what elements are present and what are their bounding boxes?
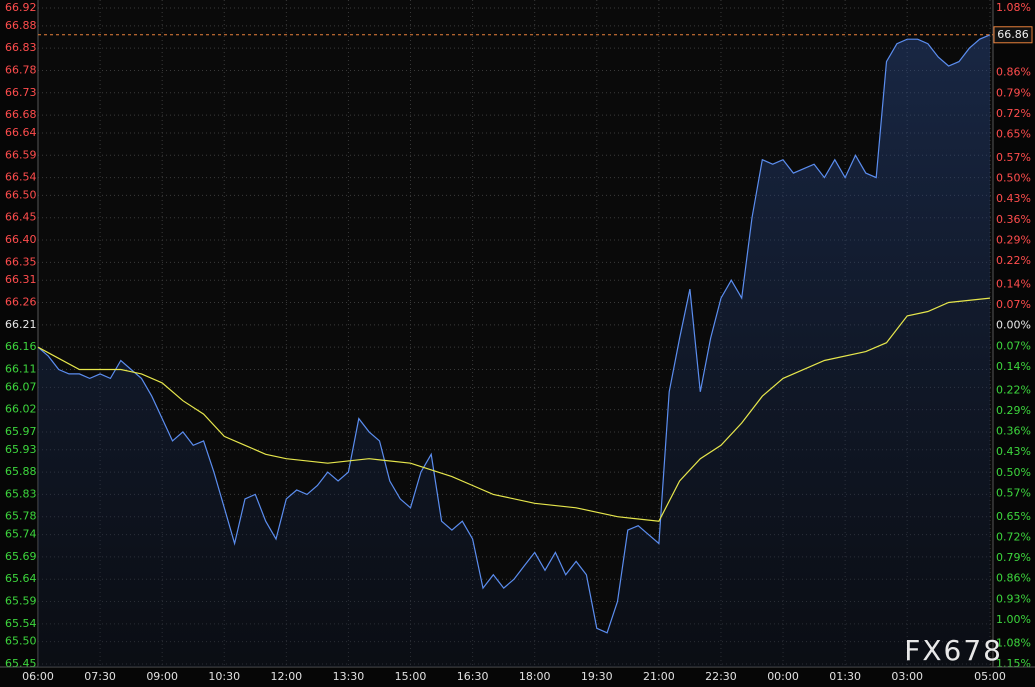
y-tick-label: 66.78 — [5, 63, 37, 76]
x-tick-label: 21:00 — [643, 670, 675, 683]
y-tick-label: 66.92 — [5, 1, 37, 14]
y2-tick-label: 0.43% — [996, 445, 1031, 458]
y-tick-label: 66.26 — [5, 296, 37, 309]
y2-tick-label: 0.79% — [996, 551, 1031, 564]
y2-tick-label: 0.43% — [996, 192, 1031, 205]
y2-tick-label: 1.08% — [996, 1, 1031, 14]
y-tick-label: 66.11 — [5, 362, 37, 375]
y-tick-label: 66.73 — [5, 86, 37, 99]
y2-tick-label: 0.50% — [996, 466, 1031, 479]
y2-tick-label: 0.14% — [996, 278, 1031, 291]
price-line — [37, 297, 991, 522]
y-tick-label: 66.16 — [5, 340, 37, 353]
x-tick-label: 07:30 — [84, 670, 116, 683]
y2-tick-label: 0.72% — [996, 107, 1031, 120]
y2-tick-label: 0.65% — [996, 127, 1031, 140]
y-tick-label: 65.74 — [5, 528, 37, 541]
y-tick-label: 66.50 — [5, 188, 37, 201]
y-tick-label: 66.31 — [5, 273, 37, 286]
y2-tick-label: 0.29% — [996, 404, 1031, 417]
y2-tick-label: 0.93% — [996, 592, 1031, 605]
y2-tick-label: 0.57% — [996, 486, 1031, 499]
last-price-label: 66.86 — [997, 28, 1029, 41]
y2-tick-label: 0.29% — [996, 233, 1031, 246]
y2-tick-label: 1.00% — [996, 613, 1031, 626]
x-tick-label: 15:00 — [395, 670, 427, 683]
y2-tick-label: 0.79% — [996, 86, 1031, 99]
y-tick-label: 65.59 — [5, 595, 37, 608]
y2-tick-label: 0.57% — [996, 151, 1031, 164]
x-tick-label: 06:00 — [22, 670, 54, 683]
y2-tick-label: 0.22% — [996, 383, 1031, 396]
x-tick-label: 03:00 — [891, 670, 923, 683]
y2-tick-label: 0.86% — [996, 572, 1031, 585]
y-tick-label: 65.83 — [5, 487, 37, 500]
x-tick-label: 05:00 — [974, 670, 1006, 683]
y-tick-label: 65.50 — [5, 635, 37, 648]
y-tick-label: 65.93 — [5, 443, 37, 456]
y-tick-label: 66.68 — [5, 108, 37, 121]
y-tick-label: 66.88 — [5, 19, 37, 32]
x-tick-label: 01:30 — [829, 670, 861, 683]
watermark: FX678 — [904, 634, 1003, 667]
y-tick-label: 65.45 — [5, 657, 37, 670]
y2-tick-label: 0.72% — [996, 531, 1031, 544]
y2-tick-label: 0.22% — [996, 254, 1031, 267]
y-tick-label: 65.78 — [5, 510, 37, 523]
y-tick-label: 66.59 — [5, 148, 37, 161]
y-tick-label: 66.64 — [5, 126, 37, 139]
y-tick-label: 65.88 — [5, 465, 37, 478]
x-tick-label: 09:00 — [146, 670, 178, 683]
y-tick-label: 66.45 — [5, 211, 37, 224]
y2-tick-label: 0.86% — [996, 66, 1031, 79]
y2-tick-label: 0.65% — [996, 510, 1031, 523]
x-tick-label: 13:30 — [333, 670, 365, 683]
y2-tick-label: 0.36% — [996, 425, 1031, 438]
y-tick-label: 66.83 — [5, 41, 37, 54]
y-tick-label: 65.64 — [5, 572, 37, 585]
area — [38, 34, 990, 668]
last-price-box — [993, 26, 1033, 44]
y-tick-label: 66.07 — [5, 380, 37, 393]
y2-tick-label: 0.36% — [996, 213, 1031, 226]
y-tick-label: 66.21 — [5, 318, 37, 331]
y-tick-label: 66.02 — [5, 403, 37, 416]
y2-tick-label: 0.00% — [996, 319, 1031, 332]
x-tick-label: 19:30 — [581, 670, 613, 683]
x-tick-label: 10:30 — [208, 670, 240, 683]
y2-tick-label: 1.08% — [996, 636, 1031, 649]
x-tick-label: 18:00 — [519, 670, 551, 683]
y-tick-label: 66.35 — [5, 255, 37, 268]
price-line — [37, 34, 991, 634]
y-tick-label: 65.97 — [5, 425, 37, 438]
y2-tick-label: 0.14% — [996, 360, 1031, 373]
x-tick-label: 00:00 — [767, 670, 799, 683]
y2-tick-label: 0.07% — [996, 298, 1031, 311]
y2-tick-label: 0.07% — [996, 339, 1031, 352]
y-tick-label: 66.40 — [5, 233, 37, 246]
x-tick-label: 16:30 — [457, 670, 489, 683]
y-tick-label: 66.54 — [5, 171, 37, 184]
y-tick-label: 65.54 — [5, 617, 37, 630]
x-tick-label: 22:30 — [705, 670, 737, 683]
y2-tick-label: 0.50% — [996, 172, 1031, 185]
x-tick-label: 12:00 — [270, 670, 302, 683]
y-tick-label: 65.69 — [5, 550, 37, 563]
